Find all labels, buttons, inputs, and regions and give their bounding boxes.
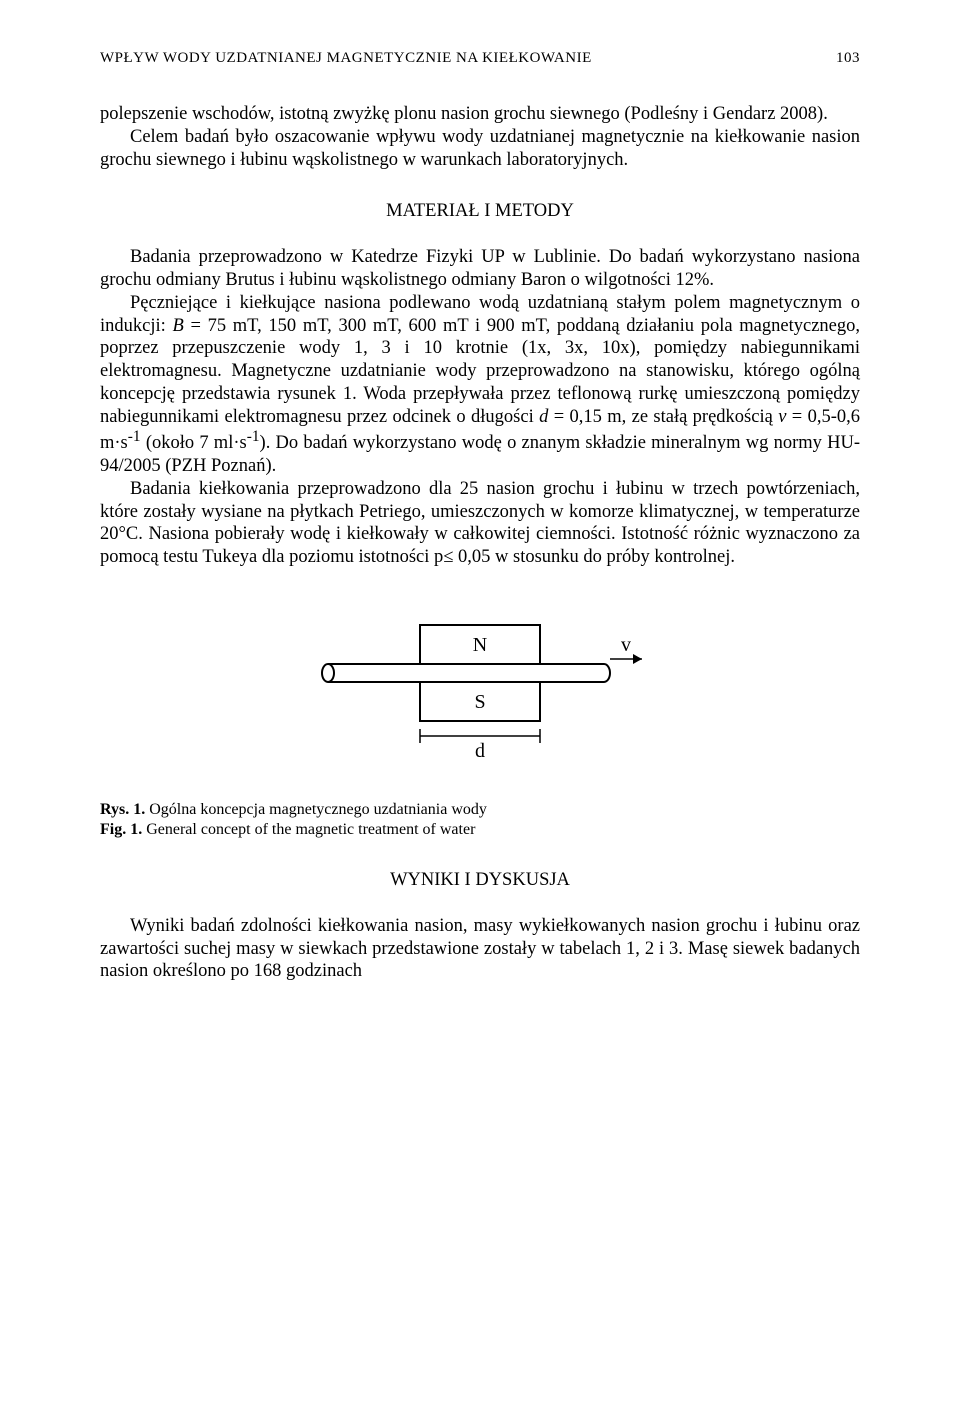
caption-rys-prefix: Rys. 1. (100, 801, 145, 818)
magnet-diagram-svg: N S d v (310, 617, 650, 767)
figure-1: N S d v Rys. 1. Ogólna koncepcja magnety… (100, 617, 860, 840)
intro-p1: polepszenie wschodów, istotną zwyżkę plo… (100, 103, 860, 126)
page-number: 103 (836, 50, 860, 67)
label-S: S (474, 691, 485, 713)
label-N: N (473, 634, 487, 656)
caption-fig-prefix: Fig. 1. (100, 821, 142, 838)
caption-fig-text: General concept of the magnetic treatmen… (142, 821, 475, 838)
caption-rys-text: Ogólna koncepcja magnetycznego uzdatnian… (145, 801, 487, 818)
results-block: Wyniki badań zdolności kiełkowania nasio… (100, 915, 860, 983)
figure-caption: Rys. 1. Ogólna koncepcja magnetycznego u… (100, 800, 860, 840)
results-p1: Wyniki badań zdolności kiełkowania nasio… (100, 915, 860, 983)
intro-p2: Celem badań było oszacowanie wpływu wody… (100, 126, 860, 172)
label-v: v (621, 634, 631, 656)
section-heading-materials: MATERIAŁ I METODY (100, 201, 860, 222)
materials-p3: Badania kiełkowania przeprowadzono dla 2… (100, 478, 860, 569)
materials-block: Badania przeprowadzono w Katedrze Fizyki… (100, 246, 860, 569)
materials-p1: Badania przeprowadzono w Katedrze Fizyki… (100, 246, 860, 292)
label-d: d (475, 740, 485, 762)
intro-block: polepszenie wschodów, istotną zwyżkę plo… (100, 103, 860, 171)
running-title: WPŁYW WODY UZDATNIANEJ MAGNETYCZNIE NA K… (100, 50, 592, 67)
section-heading-results: WYNIKI I DYSKUSJA (100, 870, 860, 891)
materials-p2: Pęczniejące i kiełkujące nasiona podlewa… (100, 292, 860, 478)
